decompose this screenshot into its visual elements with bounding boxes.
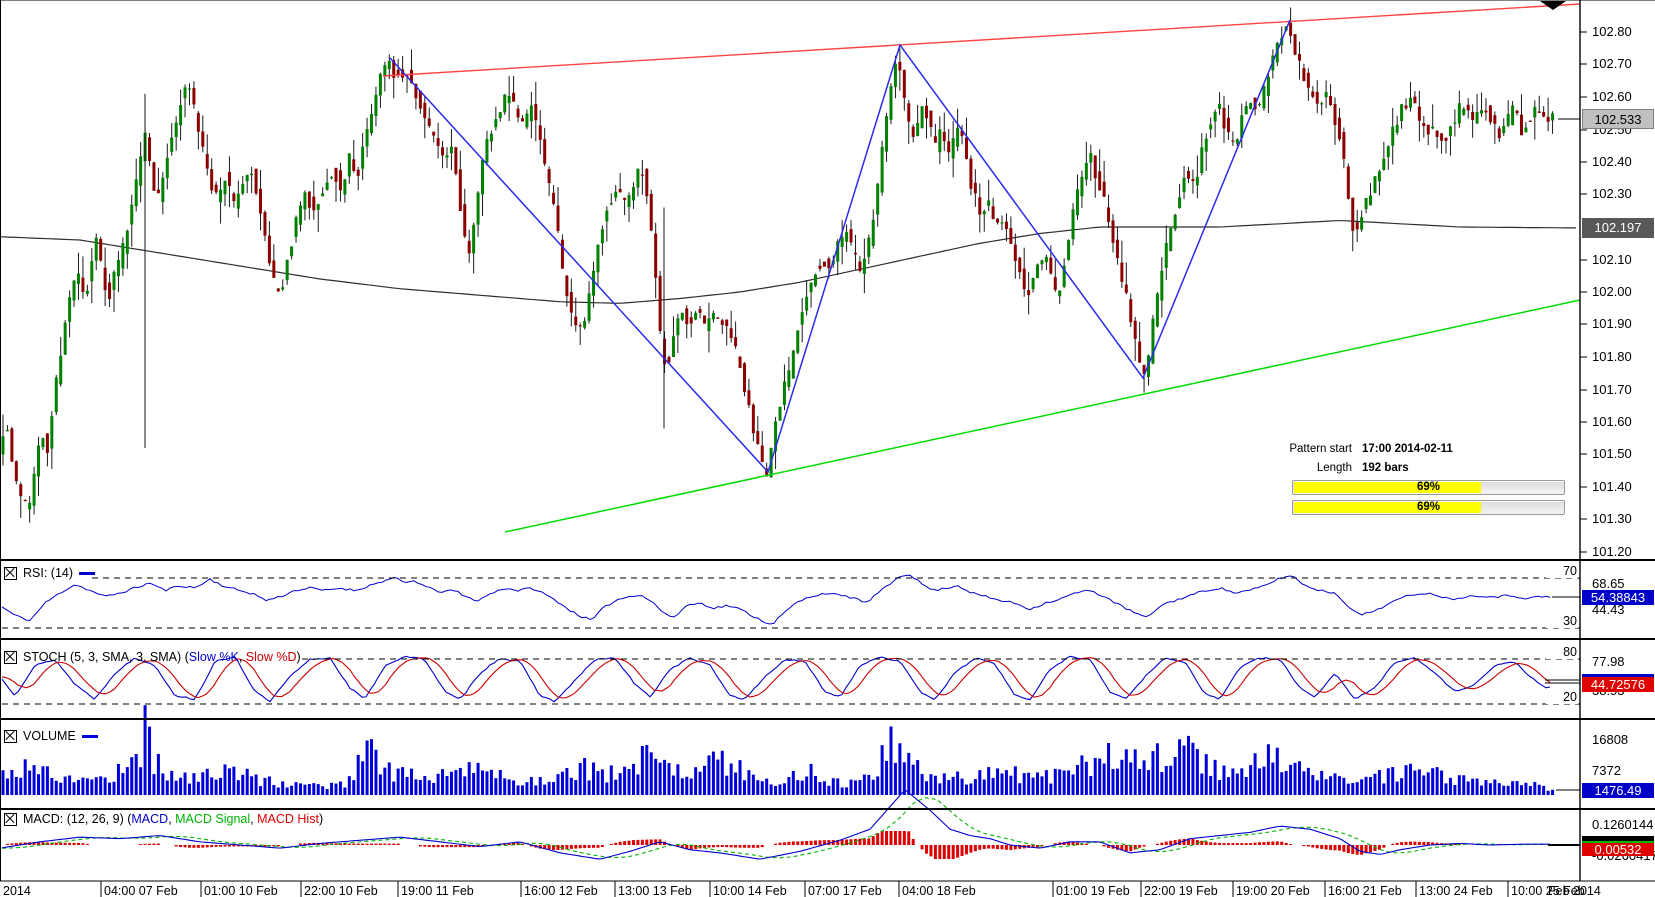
stoch-k-badge-edge: [1582, 674, 1654, 677]
rsi-value-badge: 54.38843: [1582, 590, 1654, 605]
volume-bars: [1, 705, 1555, 795]
rsi-panel-header: RSI: (14): [4, 566, 96, 580]
level-label: 80: [1546, 645, 1578, 659]
time-axis-label: 22:00 19 Feb: [1144, 884, 1218, 897]
price-tick-label: 102.10: [1592, 252, 1632, 267]
sma-line: [0, 220, 1576, 304]
rsi-legend-line: [79, 571, 96, 575]
pattern-length-label: Length: [1316, 462, 1352, 474]
stoch-panel-header: STOCH (5, 3, SMA, 3, SMA) (Slow %K, Slow…: [4, 650, 301, 664]
macd-visibility-checkbox[interactable]: [4, 812, 17, 826]
time-axis-label: 13:00 13 Feb: [618, 884, 692, 897]
magnitude-bar-fill: [1294, 502, 1481, 513]
time-axis-label: 19:00 11 Feb: [401, 884, 474, 897]
time-axis-label: 19:00 20 Feb: [1236, 884, 1310, 897]
macd-badge-edge-green: [1582, 841, 1654, 843]
time-axis-label: 10:00 25 Feb: [1511, 884, 1585, 897]
level-label: 70: [1546, 564, 1578, 578]
resistance-trendline[interactable]: [382, 3, 1581, 77]
price-tick-label: 102.70: [1592, 56, 1632, 71]
pattern-start-value: 17:00 2014-02-11: [1362, 443, 1453, 455]
stoch-title: STOCH (5, 3, SMA, 3, SMA) (Slow %K, Slow…: [23, 650, 301, 664]
candlestick-series: [1, 7, 1555, 523]
time-axis-label: 16:00 12 Feb: [524, 884, 598, 897]
stoch-d-legend-label: Slow %D: [245, 650, 297, 664]
marker-down-triangle-icon: [1540, 1, 1566, 10]
axis-tick-marks: [1580, 31, 1587, 553]
rsi-line: [1, 574, 1551, 625]
price-tick-label: 101.50: [1592, 446, 1632, 461]
price-tick-label: 101.90: [1592, 316, 1632, 331]
macd-panel-header: MACD: (12, 26, 9) (MACD, MACD Signal, MA…: [4, 812, 323, 826]
stoch-k-line: [1, 655, 1551, 703]
sma-value-badge: 102.197: [1582, 218, 1654, 238]
time-axis-label: Feb 2014: [1548, 884, 1601, 897]
level-dashed-lines: [2, 577, 1580, 705]
volume-panel-header: VOLUME: [4, 729, 98, 743]
price-tick-label: 102.80: [1592, 24, 1632, 39]
indicator-tick-label: 68.65: [1592, 576, 1625, 591]
volume-legend-line: [81, 734, 98, 738]
price-tick-label: 101.70: [1592, 382, 1632, 397]
price-tick-label: 101.20: [1592, 544, 1632, 559]
macd-value-badge: 0.00532: [1582, 843, 1654, 856]
quality-percent: 69%: [1416, 481, 1441, 493]
price-tick-label: 101.30: [1592, 511, 1632, 526]
macd-title: MACD: (12, 26, 9) (MACD, MACD Signal, MA…: [23, 812, 324, 826]
time-axis-label: 01:00 19 Feb: [1056, 884, 1130, 897]
time-axis-label: 22:00 10 Feb: [304, 884, 378, 897]
macd-signal-line: [2, 797, 1551, 859]
indicator-tick-label: 16808: [1592, 732, 1629, 747]
rsi-title: RSI: (14): [23, 566, 74, 580]
level-label: 20: [1546, 690, 1578, 704]
price-tick-label: 101.40: [1592, 479, 1632, 494]
value-connector-lines: [1545, 118, 1580, 846]
indicator-tick-label: 77.98: [1592, 654, 1625, 669]
time-axis-label: 13:00 24 Feb: [1419, 884, 1493, 897]
macd-signal-legend-label: MACD Signal: [175, 812, 251, 826]
quality-bar-fill: [1294, 482, 1481, 493]
rsi-visibility-checkbox[interactable]: [4, 566, 17, 580]
time-axis-label: 04:00 18 Feb: [902, 884, 976, 897]
stoch-visibility-checkbox[interactable]: [4, 650, 17, 664]
time-axis-label: 16:00 21 Feb: [1328, 884, 1402, 897]
stoch-k-legend-label: Slow %K: [188, 650, 239, 664]
time-axis-label: 07:00 17 Feb: [808, 884, 882, 897]
macd-histogram: [5, 831, 1461, 859]
price-tick-label: 102.30: [1592, 186, 1632, 201]
magnitude-progress-bar: 69%: [1292, 500, 1565, 515]
last-price-badge: 102.533: [1582, 109, 1654, 129]
stoch-value-badge: 44.72576: [1582, 677, 1654, 692]
pattern-zigzag: [389, 19, 1291, 474]
time-axis-label: 10:00 14 Feb: [713, 884, 787, 897]
price-tick-label: 102.40: [1592, 154, 1632, 169]
time-axis-label: 2014: [3, 884, 31, 897]
price-tick-label: 102.60: [1592, 89, 1632, 104]
volume-visibility-checkbox[interactable]: [4, 729, 17, 743]
price-tick-label: 101.60: [1592, 414, 1632, 429]
indicator-tick-label: 7372: [1592, 763, 1621, 778]
stoch-d-line: [1, 657, 1551, 699]
macd-line: [1, 789, 1550, 860]
indicator-tick-label: 0.1260144: [1592, 817, 1654, 832]
volume-title: VOLUME: [23, 729, 76, 743]
price-tick-label: 102.00: [1592, 284, 1632, 299]
magnitude-percent: 69%: [1416, 501, 1441, 513]
price-tick-label: 101.80: [1592, 349, 1632, 364]
indicator-tick-label: 44.43: [1592, 602, 1625, 617]
quality-progress-bar: 69%: [1292, 480, 1565, 495]
pattern-start-label: Pattern start: [1289, 443, 1352, 455]
macd-hist-legend-label: MACD Hist: [257, 812, 319, 826]
time-axis-label: 01:00 10 Feb: [204, 884, 278, 897]
macd-legend-label: MACD: [131, 812, 169, 826]
volume-value-badge: 1476.49: [1582, 783, 1654, 798]
macd-badge-edge-black: [1582, 836, 1654, 841]
support-trendline[interactable]: [504, 299, 1581, 533]
pattern-length-value: 192 bars: [1362, 462, 1409, 474]
level-label: 30: [1546, 614, 1578, 628]
time-axis-label: 04:00 07 Feb: [104, 884, 178, 897]
